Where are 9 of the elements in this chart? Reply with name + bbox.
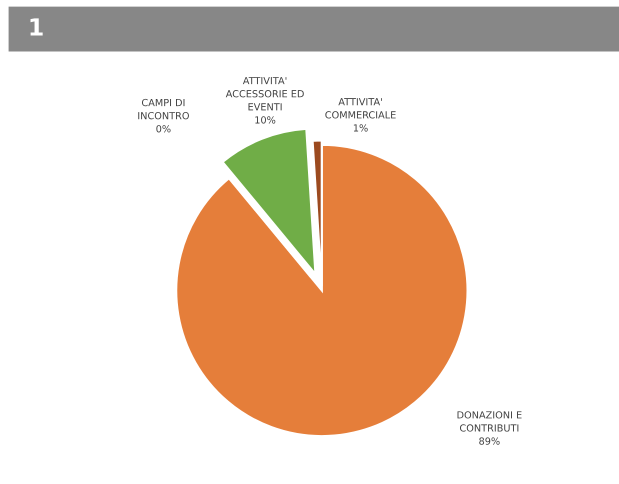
data-label: 1% <box>354 124 368 132</box>
slice-label: ATTIVITA' COMMERCIALE <box>325 98 396 119</box>
slice-label: ATTIVITA' ACCESSORIE ED EVENTI <box>226 77 304 110</box>
text: 0% <box>156 125 171 132</box>
category-label: CAMPI DI INCONTRO <box>138 98 189 120</box>
data-label: 10% <box>255 116 276 124</box>
slice-label: DONAZIONI E CONTRIBUTI <box>458 411 522 432</box>
chart-title: 1 <box>30 18 43 36</box>
data-label: 89% <box>479 437 500 445</box>
